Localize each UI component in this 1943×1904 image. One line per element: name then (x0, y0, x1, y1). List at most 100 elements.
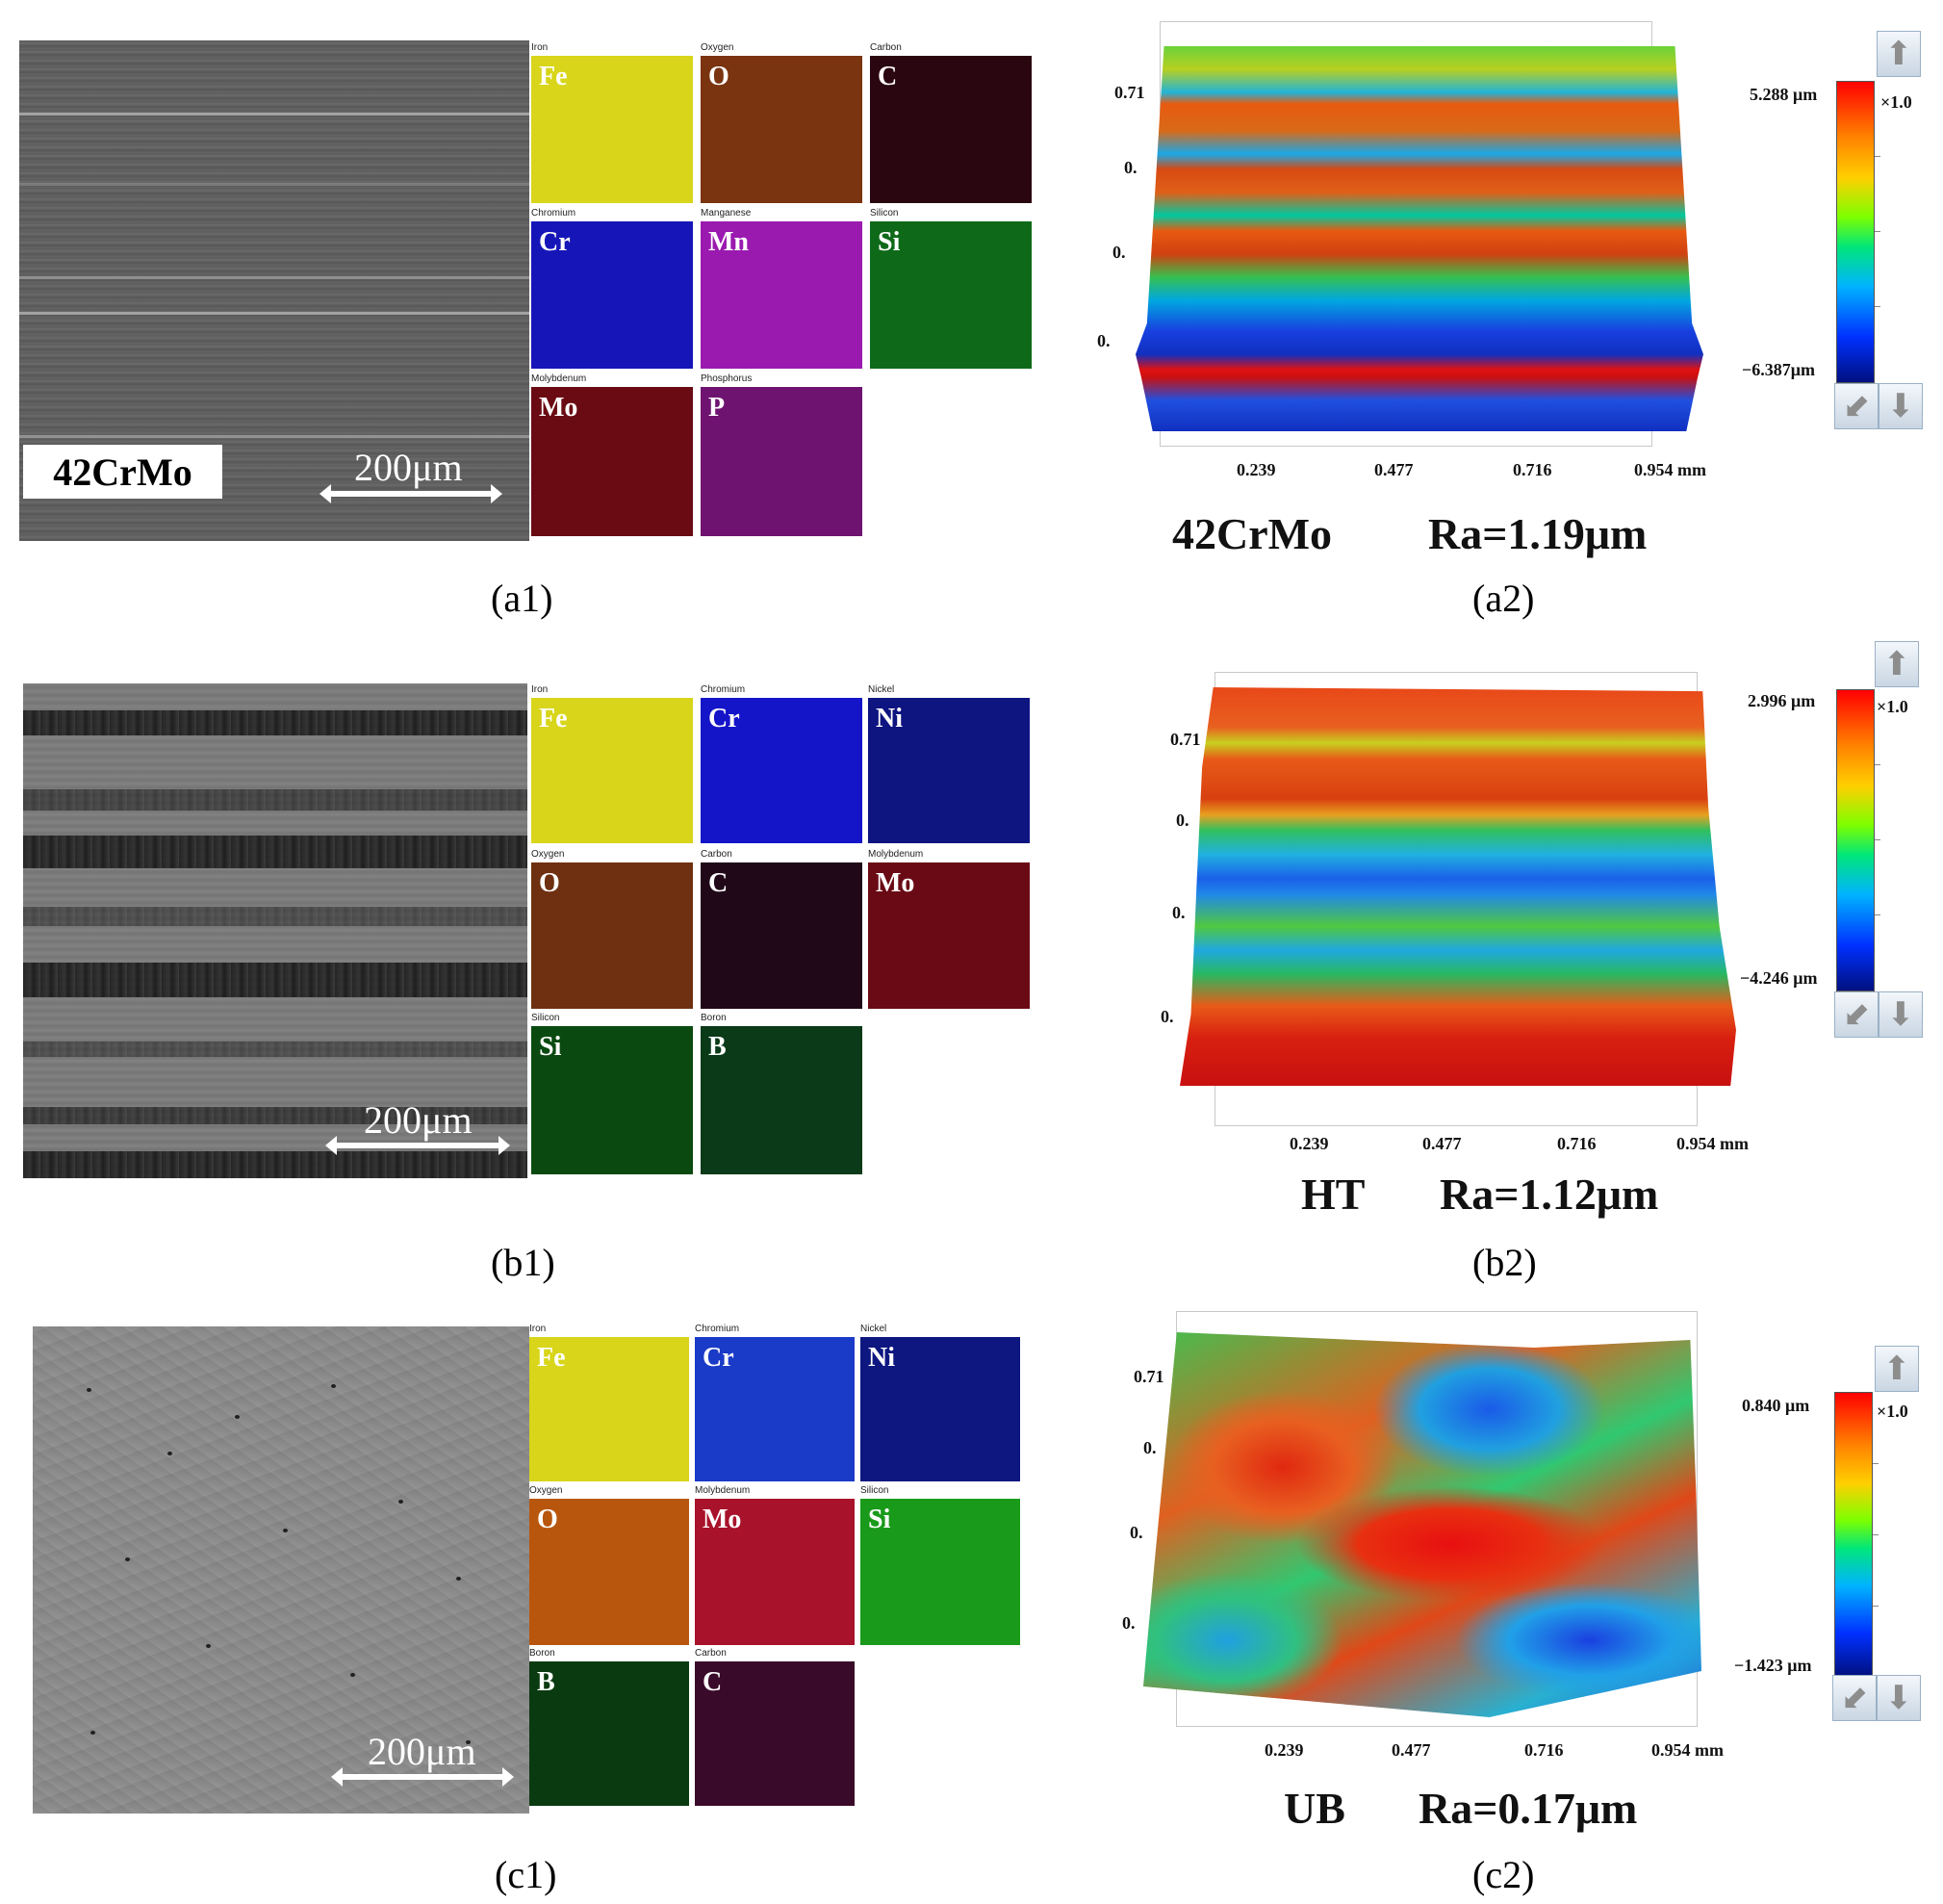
color-scale-bar (1836, 689, 1875, 991)
topo-surface (1180, 687, 1736, 1086)
cbar-tick (1875, 156, 1880, 157)
roughness-value: Ra=1.19μm (1428, 509, 1648, 558)
y-tick: 0.71 (1134, 1367, 1164, 1386)
arrow-up-icon[interactable]: ⬆ (1875, 641, 1919, 687)
arrow-down-left-icon[interactable]: ⬋ (1834, 383, 1879, 429)
arrow-up-icon[interactable]: ⬆ (1877, 31, 1921, 77)
eds-title: Boron (701, 1013, 727, 1023)
caption-c1: (c1) (495, 1853, 557, 1896)
color-scale-bar (1834, 1392, 1873, 1677)
scale-bar (331, 1767, 514, 1787)
cbar-min: −4.246 μm (1740, 968, 1818, 988)
eds-title: Carbon (695, 1648, 727, 1659)
y-tick: 0. (1097, 331, 1111, 350)
eds-map-si: Si (870, 221, 1032, 369)
eds-title: Iron (529, 1324, 547, 1334)
topo-surface (1143, 1332, 1701, 1717)
x-tick: 0.477 (1422, 1134, 1462, 1153)
eds-map-si: Si (531, 1026, 693, 1174)
eds-map-cr: Cr (695, 1337, 855, 1481)
caption-b1: (b1) (491, 1241, 555, 1284)
cbar-tick (1873, 1534, 1879, 1535)
topo-surface (1136, 46, 1703, 431)
arrow-down-icon[interactable]: ⬇ (1879, 383, 1923, 429)
cbar-max: 5.288 μm (1750, 85, 1818, 104)
eds-title: Iron (531, 684, 549, 695)
x-tick: 0.954 mm (1634, 460, 1706, 479)
roughness-value: Ra=0.17μm (1419, 1784, 1638, 1833)
eds-title: Carbon (870, 42, 902, 53)
eds-map-c: C (870, 56, 1032, 203)
eds-title: Phosphorus (701, 373, 753, 384)
eds-map-fe: Fe (531, 698, 693, 843)
cbar-tick (1875, 764, 1880, 765)
eds-map-c: C (695, 1661, 855, 1806)
y-tick: 0. (1176, 810, 1189, 830)
scale-bar (325, 1136, 510, 1155)
cbar-tick (1875, 306, 1880, 307)
eds-title: Chromium (701, 684, 746, 695)
eds-map-cr: Cr (531, 221, 693, 369)
sample-title: UB (1284, 1784, 1345, 1833)
caption-a1: (a1) (491, 577, 553, 620)
x-tick: 0.954 mm (1651, 1740, 1724, 1760)
x-tick: 0.477 (1392, 1740, 1431, 1760)
arrow-down-left-icon[interactable]: ⬋ (1832, 1675, 1877, 1721)
sem-image-ht: 200μm (23, 683, 527, 1178)
y-tick: 0.71 (1114, 83, 1145, 102)
y-tick: 0.71 (1170, 730, 1201, 749)
caption-a2: (a2) (1472, 577, 1535, 620)
scale-label: 200μm (368, 1730, 476, 1773)
eds-map-mo: Mo (868, 862, 1030, 1009)
cbar-scale: ×1.0 (1877, 697, 1908, 716)
x-tick: 0.716 (1513, 460, 1552, 479)
arrow-up-icon[interactable]: ⬆ (1875, 1346, 1919, 1392)
eds-title: Chromium (695, 1324, 740, 1334)
y-tick: 0. (1161, 1007, 1174, 1026)
sample-title: 42CrMo (1172, 509, 1333, 558)
cbar-min: −6.387μm (1742, 360, 1815, 379)
eds-title: Silicon (860, 1485, 889, 1496)
eds-map-o: O (701, 56, 862, 203)
cbar-tick (1875, 839, 1880, 840)
eds-map-cr: Cr (701, 698, 862, 843)
eds-map-ni: Ni (860, 1337, 1020, 1481)
arrow-down-icon[interactable]: ⬇ (1879, 991, 1923, 1038)
y-tick: 0. (1122, 1613, 1136, 1633)
eds-map-fe: Fe (529, 1337, 689, 1481)
cbar-scale: ×1.0 (1880, 92, 1912, 112)
y-tick: 0. (1143, 1438, 1157, 1457)
eds-map-o: O (529, 1499, 689, 1645)
eds-map-p: P (701, 387, 862, 536)
x-tick: 0.239 (1265, 1740, 1304, 1760)
eds-map-fe: Fe (531, 56, 693, 203)
eds-title: Iron (531, 42, 549, 53)
x-tick: 0.954 mm (1676, 1134, 1749, 1153)
eds-title: Molybdenum (695, 1485, 751, 1496)
roughness-value: Ra=1.12μm (1440, 1170, 1659, 1219)
cbar-tick (1873, 1606, 1879, 1607)
eds-title: Nickel (868, 684, 895, 695)
scale-label: 200μm (354, 446, 463, 489)
y-tick: 0. (1112, 243, 1126, 262)
eds-title: Silicon (531, 1013, 560, 1023)
eds-title: Molybdenum (868, 849, 924, 860)
cbar-max: 2.996 μm (1748, 691, 1816, 710)
eds-map-mo: Mo (531, 387, 693, 536)
arrow-down-icon[interactable]: ⬇ (1877, 1675, 1921, 1721)
cbar-min: −1.423 μm (1734, 1656, 1812, 1675)
eds-title: Molybdenum (531, 373, 587, 384)
x-tick: 0.239 (1237, 460, 1276, 479)
eds-title: Oxygen (529, 1485, 563, 1496)
eds-title: Oxygen (531, 849, 565, 860)
sem-image-42crmo: 42CrMo 200μm (19, 40, 529, 541)
eds-map-ni: Ni (868, 698, 1030, 843)
caption-c2: (c2) (1472, 1853, 1535, 1896)
arrow-down-left-icon[interactable]: ⬋ (1834, 991, 1879, 1038)
eds-title: Carbon (701, 849, 732, 860)
eds-map-o: O (531, 862, 693, 1009)
eds-map-c: C (701, 862, 862, 1009)
eds-map-b: B (529, 1661, 689, 1806)
cbar-tick (1875, 914, 1880, 915)
eds-map-si: Si (860, 1499, 1020, 1645)
